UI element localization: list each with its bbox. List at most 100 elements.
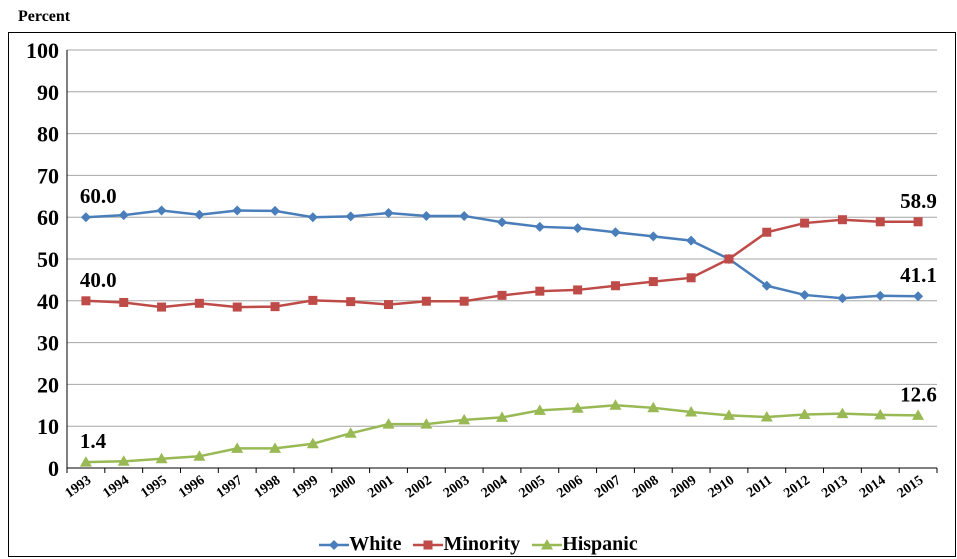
legend-swatch <box>319 539 350 550</box>
data-point <box>533 404 546 415</box>
data-point <box>609 399 622 410</box>
x-tick-label: 2015 <box>895 473 927 501</box>
data-point <box>610 281 620 291</box>
x-tick-label: 1993 <box>63 473 95 501</box>
chart-frame <box>8 32 956 557</box>
data-point <box>194 298 204 308</box>
series-hispanic: 1.4 12.6 <box>79 382 937 467</box>
data-point <box>648 277 658 287</box>
data-point <box>459 296 469 306</box>
data-point <box>308 295 318 305</box>
data-point <box>685 405 698 417</box>
data-point <box>81 296 91 306</box>
data-point <box>837 215 847 225</box>
data-point <box>874 408 887 420</box>
data-point <box>421 210 432 221</box>
data-point <box>156 205 167 216</box>
data-point <box>534 221 545 232</box>
data-point <box>686 235 697 246</box>
data-point <box>913 291 924 302</box>
y-tick-label: 80 <box>37 122 59 147</box>
data-point <box>535 286 545 296</box>
data-point <box>724 254 734 264</box>
data-point <box>306 437 319 449</box>
legend-label: White <box>349 533 402 555</box>
x-tick-label: 2011 <box>744 473 775 501</box>
legend-item-hispanic: Hispanic <box>532 533 638 556</box>
x-tick-label: 2008 <box>630 473 662 501</box>
data-point <box>836 407 849 419</box>
data-point <box>270 205 281 216</box>
data-label: 58.9 <box>900 189 937 213</box>
y-tick-label: 20 <box>37 372 59 397</box>
data-point <box>231 442 244 453</box>
data-point <box>912 409 925 420</box>
data-point <box>420 418 433 429</box>
data-point <box>648 231 659 242</box>
y-tick-label: 40 <box>37 289 59 314</box>
x-tick-label: 1994 <box>100 473 132 501</box>
data-point <box>421 296 431 306</box>
x-tick-label: 1998 <box>252 473 284 501</box>
data-point <box>459 210 470 221</box>
legend-label: Hispanic <box>562 533 638 555</box>
data-point <box>875 290 886 301</box>
y-tick-label: 50 <box>37 247 59 272</box>
data-point <box>383 208 394 219</box>
data-label: 41.1 <box>900 263 937 287</box>
x-tick-label: 1997 <box>214 473 246 501</box>
data-label: 40.0 <box>80 268 117 292</box>
data-point <box>232 205 243 216</box>
data-point <box>875 217 885 227</box>
x-tick-label: 1996 <box>176 473 208 501</box>
data-point <box>571 402 584 413</box>
data-point <box>79 456 92 467</box>
data-point <box>686 273 696 283</box>
data-point <box>382 418 395 429</box>
data-point <box>157 302 167 312</box>
x-tick-label: 2006 <box>554 473 586 501</box>
x-tick-label: 2009 <box>668 473 700 501</box>
data-point <box>270 302 280 312</box>
y-tick-label: 30 <box>37 331 59 356</box>
data-label: 1.4 <box>80 429 107 453</box>
x-tick-label: 2004 <box>479 473 511 501</box>
legend-label: Minority <box>443 533 521 555</box>
data-point <box>118 210 129 221</box>
legend-item-white: White <box>319 533 401 556</box>
data-point <box>269 442 282 453</box>
y-tick-label: 70 <box>37 163 59 188</box>
data-label: 12.6 <box>900 382 937 406</box>
data-point <box>798 408 811 419</box>
data-point <box>232 302 242 312</box>
data-point <box>800 218 810 228</box>
series-white: 60.0 41.1 <box>80 184 937 304</box>
data-point <box>760 411 773 422</box>
data-point <box>194 209 205 220</box>
x-tick-label: 2002 <box>403 473 435 501</box>
data-point <box>193 450 206 461</box>
data-point <box>155 452 168 464</box>
y-tick-label: 90 <box>37 80 59 105</box>
x-tick-label: 2003 <box>441 473 473 501</box>
legend: White Minority Hispanic <box>0 533 957 559</box>
data-point <box>761 280 772 291</box>
data-point <box>837 293 848 304</box>
y-tick-label: 0 <box>48 456 59 481</box>
x-tick-label: 2012 <box>781 473 813 501</box>
data-point <box>496 411 508 422</box>
x-tick-label: 1999 <box>290 473 322 501</box>
data-point <box>80 212 91 223</box>
data-point <box>799 289 810 300</box>
data-point <box>722 409 735 420</box>
data-point <box>346 297 356 307</box>
data-point <box>307 212 318 223</box>
series-minority: 40.0 58.9 <box>80 189 937 312</box>
data-point <box>119 297 129 307</box>
data-point <box>458 413 471 425</box>
legend-swatch <box>413 540 444 549</box>
x-tick-label: 2910 <box>706 473 738 501</box>
data-point <box>117 455 130 466</box>
data-point <box>345 211 356 222</box>
